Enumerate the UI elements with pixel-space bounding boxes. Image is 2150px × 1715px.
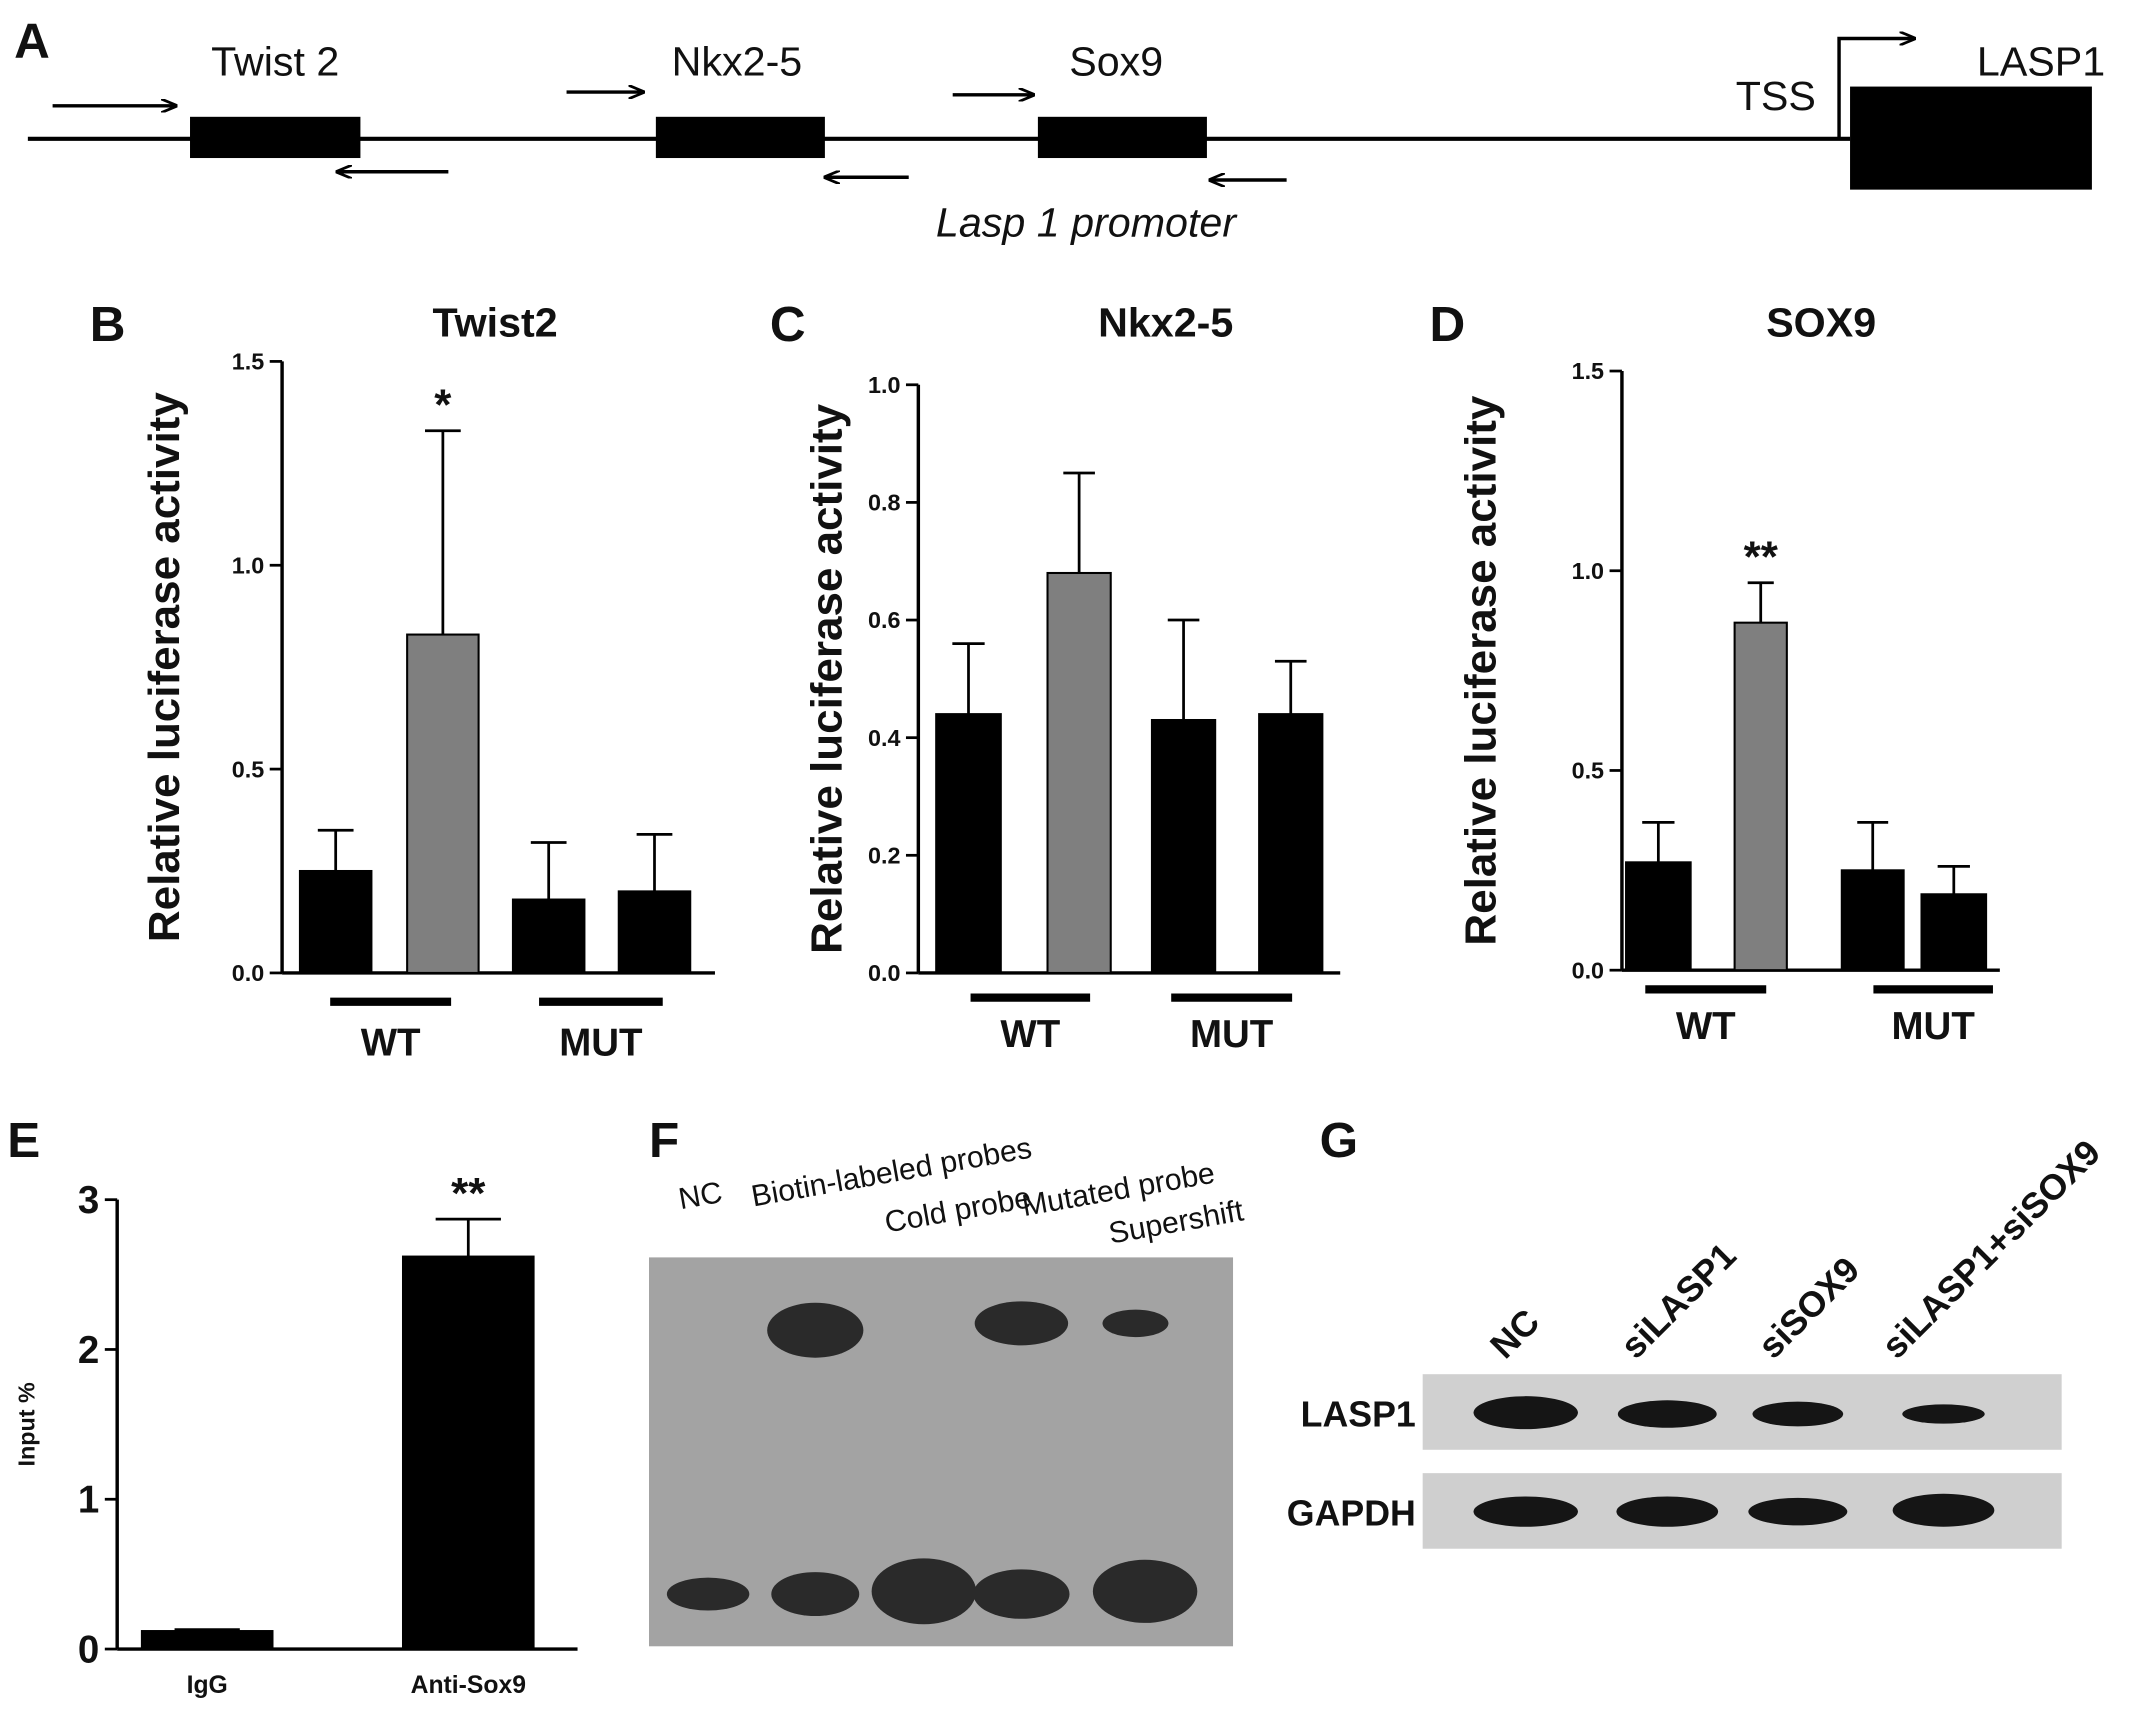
row-label: LASP1	[1301, 1394, 1416, 1434]
bands	[1473, 1396, 1995, 1527]
bar	[511, 898, 586, 974]
bar	[140, 1630, 274, 1651]
y-tick-label: 0.5	[1572, 758, 1604, 784]
site-label: Nkx2-5	[672, 39, 803, 85]
x-tick-label: IgG	[187, 1672, 228, 1699]
y-tick-label: 3	[78, 1179, 99, 1222]
group-label: WT	[1000, 1013, 1060, 1056]
bar	[617, 890, 692, 974]
chart-title: Twist2	[432, 300, 557, 346]
y-tick-label: 2	[78, 1329, 99, 1372]
y-tick-label: 0.0	[1572, 957, 1604, 983]
y-tick-label: 0.5	[232, 756, 264, 782]
panel-letter: D	[1430, 297, 1466, 352]
row-label: GAPDH	[1287, 1493, 1416, 1533]
panel-letter: A	[14, 14, 50, 69]
lane-label: siSOX9	[1750, 1249, 1867, 1366]
bar	[1733, 621, 1788, 972]
bar	[1258, 713, 1324, 974]
y-axis-label: Input %	[14, 1382, 40, 1467]
y-tick-label: 1.0	[232, 552, 264, 578]
group-label: MUT	[1190, 1013, 1274, 1056]
bar	[1920, 893, 1988, 972]
promoter-diagram: A Twist 2 Nkx2-5 Sox9 TSS LASP1 Lasp 1 p…	[14, 14, 2105, 246]
panel-letter: B	[90, 297, 126, 352]
lane-label: siLASP1+siSOX9	[1874, 1132, 2108, 1366]
bar	[1046, 571, 1112, 974]
lane-label: Cold probe	[882, 1181, 1033, 1239]
y-axis-label: Relative luciferase activity	[140, 392, 189, 942]
lane-label: NC	[1482, 1301, 1547, 1366]
significance: *	[434, 381, 452, 430]
bar	[935, 713, 1002, 974]
chart-title: SOX9	[1766, 300, 1876, 346]
promoter-label: Lasp 1 promoter	[936, 199, 1238, 245]
panel-letter: E	[7, 1113, 40, 1168]
y-tick-label: 1.5	[232, 349, 264, 375]
panel-letter: C	[770, 297, 806, 352]
y-tick-label: 0.4	[868, 725, 900, 751]
tss-label: TSS	[1736, 73, 1816, 119]
site-box	[655, 116, 825, 159]
y-tick-label: 1.0	[868, 372, 900, 398]
y-tick-label: 1	[78, 1479, 99, 1522]
bar	[1840, 869, 1905, 972]
y-tick-label: 1.5	[1572, 358, 1604, 384]
site-box	[1037, 116, 1207, 159]
bar	[406, 633, 480, 974]
site-box	[190, 116, 361, 159]
y-tick-label: 1.0	[1572, 558, 1604, 584]
y-tick-label: 0.0	[232, 960, 264, 986]
gene-label: LASP1	[1977, 39, 2105, 85]
chart-title: Nkx2-5	[1098, 300, 1233, 346]
group-label: WT	[1676, 1005, 1736, 1048]
panel-letter: F	[649, 1113, 679, 1168]
y-tick-label: 0.8	[868, 490, 900, 516]
group-label: MUT	[1892, 1005, 1976, 1048]
y-tick-label: 0.6	[868, 607, 900, 633]
y-tick-label: 0.0	[868, 960, 900, 986]
x-tick-label: Anti-Sox9	[411, 1672, 526, 1699]
group-label: MUT	[559, 1021, 643, 1064]
bar	[298, 869, 373, 974]
group-label: WT	[361, 1021, 421, 1064]
y-tick-label: 0.2	[868, 842, 900, 868]
bar	[401, 1255, 535, 1651]
bands	[666, 1301, 1198, 1625]
significance: **	[1744, 533, 1779, 582]
western-panel: G LASP1 GAPDH NC siLASP1 siSOX9 siLASP1+…	[1287, 1113, 2108, 1549]
panel-letter: G	[1320, 1113, 1358, 1168]
bar	[1150, 718, 1217, 974]
site-label: Twist 2	[211, 39, 339, 85]
bar	[1625, 861, 1692, 972]
primer-arrows	[52, 92, 1287, 180]
y-tick-label: 0	[78, 1629, 99, 1672]
lane-label: NC	[676, 1176, 725, 1216]
site-label: Sox9	[1069, 39, 1163, 85]
significance: **	[451, 1169, 486, 1218]
emsa-panel: F NC Biotin-labeled probes Cold probe Mu…	[648, 1113, 1247, 1647]
tss-arrow	[1837, 38, 1915, 139]
gene-box	[1850, 86, 2092, 190]
lane-label: siLASP1	[1613, 1235, 1744, 1366]
y-axis-label: Relative luciferase activity	[802, 403, 851, 953]
y-axis-label: Relative luciferase activity	[1457, 395, 1506, 945]
